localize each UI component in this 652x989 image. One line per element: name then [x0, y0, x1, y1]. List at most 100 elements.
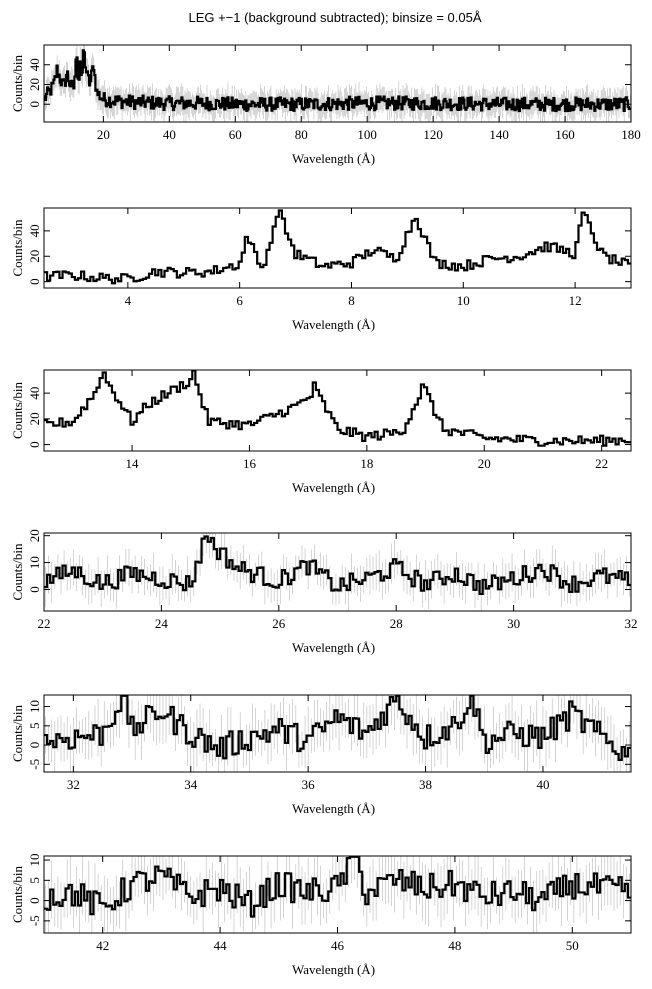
x-axis: 22 24 26 28 30 32: [38, 533, 638, 631]
x-axis: 4 6 8 10 12: [125, 208, 582, 308]
y-tick-label: -5: [27, 759, 42, 770]
y-axis-label: Counts/bin: [10, 543, 25, 601]
y-tick-label: 5: [27, 877, 42, 884]
x-tick-label: 6: [236, 293, 243, 308]
x-tick-label: 40: [536, 777, 549, 792]
plot-frame: [43, 369, 632, 452]
x-axis-label: Wavelength (Å): [292, 151, 375, 166]
x-tick-label: 14: [126, 456, 140, 471]
plot-frame: [43, 44, 632, 123]
x-tick-label: 44: [214, 938, 228, 953]
chart-panel-2: 4 6 8 10 12 0 20 40 Wavelength (Å) Counts/bin: [10, 207, 632, 332]
x-tick-label: 22: [595, 456, 608, 471]
x-tick-label: 40: [163, 127, 176, 142]
y-axis: -5 0 5 10: [27, 700, 631, 770]
x-tick-label: 10: [457, 293, 470, 308]
y-tick-label: 20: [27, 78, 42, 91]
x-tick-label: 180: [621, 127, 641, 142]
x-tick-label: 24: [155, 616, 169, 631]
x-tick-label: 42: [96, 938, 109, 953]
y-axis: 0 10 20: [27, 529, 631, 593]
x-tick-label: 140: [489, 127, 509, 142]
x-axis-label: Wavelength (Å): [292, 640, 375, 655]
plot-area: [44, 370, 631, 447]
y-tick-label: 40: [27, 387, 42, 400]
y-tick-label: 20: [27, 412, 42, 425]
x-tick-label: 12: [569, 293, 582, 308]
x-tick-label: 8: [348, 293, 355, 308]
x-axis-label: Wavelength (Å): [292, 801, 375, 816]
y-tick-label: 20: [27, 529, 42, 542]
x-tick-label: 30: [507, 616, 520, 631]
x-tick-label: 18: [360, 456, 373, 471]
plot-frame: [43, 532, 632, 612]
y-axis-label: Counts/bin: [10, 381, 25, 439]
x-tick-label: 22: [38, 616, 51, 631]
y-tick-label: 20: [27, 250, 42, 263]
figure-title: LEG +−1 (background subtracted); binsize…: [188, 10, 481, 25]
y-tick-label: 0: [27, 586, 42, 593]
x-tick-label: 80: [295, 127, 308, 142]
series-line: [44, 49, 631, 113]
chart-panel-5: 32 34 36 38 40 -5 0 5 10 Wavelength (Å) Counts/bin: [10, 694, 632, 816]
x-tick-label: 28: [390, 616, 403, 631]
chart-panel-4: 22 24 26 28 30 32 0 10 20 Wavelength (Å) Counts/bi…: [10, 529, 638, 655]
plot-frame: [43, 694, 632, 773]
y-tick-label: 40: [27, 224, 42, 237]
x-tick-label: 100: [357, 127, 377, 142]
y-axis: 0 20 40: [27, 58, 631, 107]
x-tick-label: 160: [555, 127, 575, 142]
x-tick-label: 20: [478, 456, 491, 471]
y-tick-label: 0: [27, 441, 42, 448]
x-tick-label: 26: [272, 616, 286, 631]
y-tick-label: 40: [27, 58, 42, 71]
x-tick-label: 32: [67, 777, 80, 792]
y-tick-label: 0: [27, 101, 42, 108]
x-axis-label: Wavelength (Å): [292, 480, 375, 495]
x-tick-label: 20: [97, 127, 110, 142]
plot-area: [44, 533, 631, 611]
chart-panel-3: 14 16 18 20 22 0 20 40 Wavelength (Å) Counts/bin: [10, 369, 632, 495]
series-line: [44, 370, 631, 447]
y-axis-label: Counts/bin: [10, 219, 25, 277]
x-tick-label: 50: [566, 938, 579, 953]
x-axis-label: Wavelength (Å): [292, 962, 375, 977]
x-tick-label: 4: [125, 293, 132, 308]
x-axis: 14 16 18 20 22: [126, 370, 608, 471]
x-tick-label: 60: [229, 127, 242, 142]
x-tick-label: 36: [302, 777, 316, 792]
x-tick-label: 34: [184, 777, 198, 792]
series-line: [44, 856, 631, 918]
y-axis-label: Counts/bin: [10, 54, 25, 112]
y-axis: 0 20 40: [27, 224, 631, 285]
y-axis-label: Counts/bin: [10, 704, 25, 762]
plot-area: [44, 856, 631, 933]
plot-area: [44, 695, 631, 772]
y-tick-label: 10: [27, 700, 42, 713]
plot-area: [44, 209, 631, 285]
x-axis: 32 34 36 38 40: [67, 695, 549, 792]
y-axis: -5 0 5 10: [27, 854, 631, 926]
x-tick-label: 38: [419, 777, 432, 792]
x-tick-label: 48: [448, 938, 461, 953]
series-line: [44, 209, 631, 285]
x-tick-label: 46: [331, 938, 345, 953]
y-tick-label: 0: [27, 897, 42, 904]
chart-panel-6: 42 44 46 48 50 -5 0 5 10 Wavelength (Å) Counts/bin: [10, 854, 632, 977]
y-tick-label: 10: [27, 556, 42, 569]
y-axis: 0 20 40: [27, 387, 631, 448]
chart-panel-1: 20 40 60 80 100 120 140 160 180 0 20 40 Wavelength (…: [10, 44, 641, 166]
x-axis: 42 44 46 48 50: [96, 856, 579, 953]
x-tick-label: 32: [625, 616, 638, 631]
series-line: [44, 535, 631, 596]
y-tick-label: 5: [27, 723, 42, 730]
x-tick-label: 120: [423, 127, 443, 142]
error-bars: [44, 45, 631, 122]
x-axis: 20 40 60 80 100 120 140 160 180: [97, 45, 641, 142]
y-tick-label: 10: [27, 854, 42, 867]
plot-area: [44, 45, 631, 122]
y-tick-label: -5: [27, 915, 42, 926]
y-axis-label: Counts/bin: [10, 865, 25, 923]
